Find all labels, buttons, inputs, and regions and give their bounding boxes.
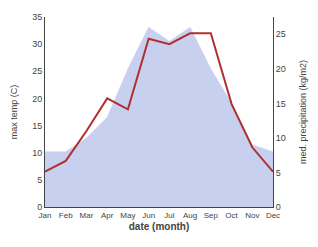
svg-text:med. precipitation (kg/m2): med. precipitation (kg/m2) xyxy=(298,60,308,164)
svg-text:Jul: Jul xyxy=(164,211,174,220)
svg-text:Aug: Aug xyxy=(183,211,197,220)
svg-text:May: May xyxy=(120,211,135,220)
svg-text:Sep: Sep xyxy=(204,211,219,220)
svg-text:5: 5 xyxy=(37,175,42,185)
svg-text:15: 15 xyxy=(32,121,42,131)
svg-text:20: 20 xyxy=(276,64,286,74)
svg-text:Apr: Apr xyxy=(101,211,114,220)
svg-text:Jun: Jun xyxy=(142,211,155,220)
svg-text:0: 0 xyxy=(37,202,42,212)
svg-text:30: 30 xyxy=(32,39,42,49)
svg-text:max temp (C): max temp (C) xyxy=(9,85,19,140)
svg-text:0: 0 xyxy=(276,202,281,212)
svg-text:Feb: Feb xyxy=(59,211,73,220)
svg-text:20: 20 xyxy=(32,94,42,104)
svg-text:10: 10 xyxy=(276,133,286,143)
svg-text:Mar: Mar xyxy=(80,211,94,220)
svg-text:5: 5 xyxy=(276,168,281,178)
svg-text:Dec: Dec xyxy=(266,211,280,220)
svg-text:Oct: Oct xyxy=(225,211,238,220)
svg-text:Nov: Nov xyxy=(245,211,259,220)
svg-text:15: 15 xyxy=(276,99,286,109)
svg-text:25: 25 xyxy=(32,66,42,76)
svg-text:date (month): date (month) xyxy=(129,221,190,232)
svg-text:25: 25 xyxy=(276,29,286,39)
svg-text:Jan: Jan xyxy=(39,211,52,220)
svg-text:35: 35 xyxy=(32,12,42,22)
svg-text:10: 10 xyxy=(32,148,42,158)
